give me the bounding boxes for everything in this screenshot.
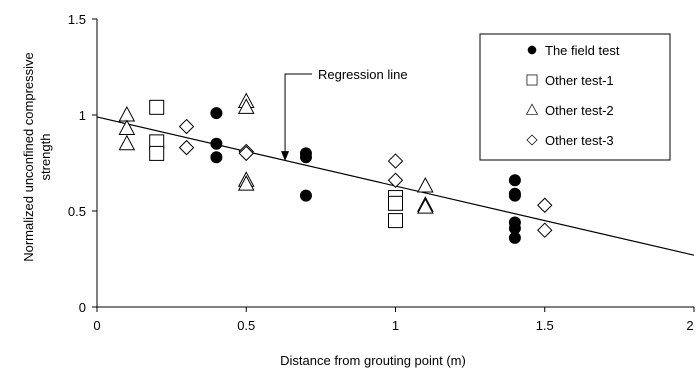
legend-marker: [526, 134, 538, 146]
data-point: [210, 107, 223, 120]
data-point: [118, 119, 136, 135]
data-point: [508, 231, 521, 244]
legend-label: Other test-2: [545, 103, 614, 118]
data-point: [299, 189, 312, 202]
legend-label: Other test-3: [545, 133, 614, 148]
data-point: [238, 145, 254, 162]
data-point: [508, 174, 521, 187]
data-point: [417, 198, 434, 214]
data-point: [237, 175, 255, 191]
axes: 0 0.5 1 1.5 2 0 0.5 1 1.5: [68, 12, 695, 333]
legend-box: [479, 33, 671, 161]
series-3: [118, 92, 434, 214]
data-point: [178, 118, 195, 135]
data-point: [118, 134, 136, 151]
data-point: [417, 176, 434, 193]
y-tick-label: 1.5: [68, 12, 86, 27]
data-points: [118, 92, 553, 244]
x-tick-label: 2: [686, 318, 693, 333]
data-point: [508, 189, 521, 202]
data-point: [149, 99, 165, 115]
data-point: [210, 137, 223, 150]
data-point: [388, 213, 403, 229]
data-point: [537, 222, 553, 238]
data-point: [118, 105, 136, 122]
data-point: [149, 145, 165, 161]
series-4: [178, 118, 553, 238]
y-axis-label-line-2: strength: [38, 134, 53, 181]
x-tick-label: 0.5: [237, 318, 255, 333]
annotation-arrowhead: [281, 151, 290, 162]
data-point: [237, 98, 255, 114]
regression-line-annotation: Regression line: [318, 67, 408, 82]
data-point: [388, 195, 403, 211]
x-tick-label: 1.5: [536, 318, 554, 333]
series-1: [210, 107, 521, 244]
x-axis-label: Distance from grouting point (m): [280, 353, 466, 368]
x-tick-label: 0: [93, 318, 100, 333]
x-tick-label: 1: [392, 318, 399, 333]
y-axis-label-line-1: Normalized unconfined compressive: [21, 52, 36, 262]
y-tick-label: 0: [79, 300, 86, 315]
y-tick-label: 1: [79, 108, 86, 123]
legend-marker: [525, 103, 539, 115]
legend-marker: [527, 45, 537, 55]
y-tick-label: 0.5: [68, 204, 86, 219]
data-point: [299, 151, 312, 164]
legend-marker: [526, 74, 538, 86]
data-point: [178, 139, 195, 156]
data-point: [537, 197, 553, 213]
annotation-arrow: [284, 73, 312, 160]
data-point: [508, 222, 521, 235]
legend: The field test Other test-1 Other test-2 Ot…: [479, 33, 671, 161]
data-point: [387, 172, 404, 188]
legend-label: Other test-1: [545, 73, 614, 88]
legend-item: Other test-3: [526, 133, 614, 148]
legend-label: The field test: [545, 43, 620, 58]
legend-item: The field test: [527, 43, 620, 58]
annotations: Regression line: [281, 67, 408, 162]
legend-item: Other test-2: [525, 103, 614, 118]
series-2: [149, 99, 403, 229]
data-point: [210, 151, 223, 164]
data-point: [387, 153, 404, 169]
legend-item: Other test-1: [526, 73, 614, 88]
